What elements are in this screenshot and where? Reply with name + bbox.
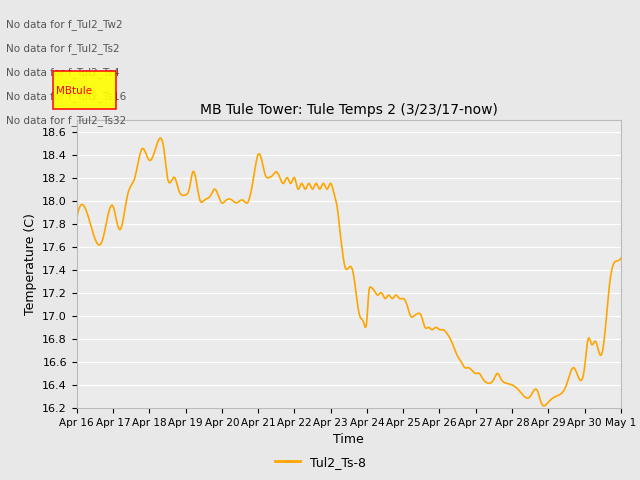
Text: No data for f_Tul2_Ts4: No data for f_Tul2_Ts4: [6, 67, 120, 78]
Text: No data for f_Tul2_Tw2: No data for f_Tul2_Tw2: [6, 19, 123, 30]
Text: No data for f_Tul2_Ts32: No data for f_Tul2_Ts32: [6, 115, 127, 126]
Legend: Tul2_Ts-8: Tul2_Ts-8: [269, 451, 371, 474]
Title: MB Tule Tower: Tule Temps 2 (3/23/17-now): MB Tule Tower: Tule Temps 2 (3/23/17-now…: [200, 104, 498, 118]
X-axis label: Time: Time: [333, 433, 364, 446]
Y-axis label: Temperature (C): Temperature (C): [24, 213, 36, 315]
Text: No data for f_Tul2_Ts2: No data for f_Tul2_Ts2: [6, 43, 120, 54]
Text: MB​tule: MB​tule: [56, 86, 92, 96]
Text: No data for f_Tul2_Ts16: No data for f_Tul2_Ts16: [6, 91, 127, 102]
